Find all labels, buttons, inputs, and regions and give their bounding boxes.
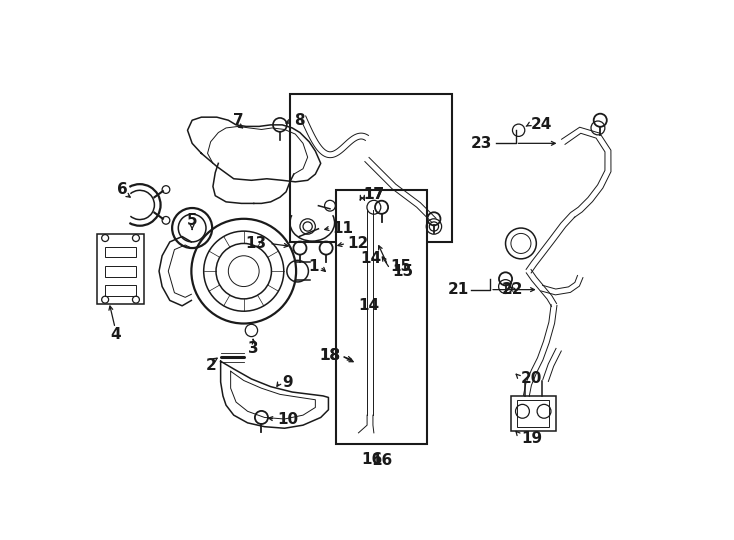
Text: 23: 23	[471, 136, 493, 151]
Text: 19: 19	[521, 431, 542, 445]
Text: 15: 15	[390, 259, 411, 274]
Text: 24: 24	[531, 117, 552, 132]
Text: 14: 14	[359, 298, 379, 313]
Bar	[511, 396, 556, 430]
Text: 4: 4	[110, 327, 120, 342]
Bar	[517, 400, 550, 427]
Text: 12: 12	[348, 236, 369, 251]
Text: 2: 2	[206, 357, 216, 373]
Text: 5: 5	[187, 213, 197, 228]
Bar	[98, 234, 144, 303]
Text: 9: 9	[283, 375, 293, 389]
Text: 7: 7	[233, 113, 244, 128]
Text: 10: 10	[277, 411, 298, 427]
Text: 17: 17	[363, 187, 384, 201]
Text: 8: 8	[294, 113, 305, 128]
Text: 16: 16	[371, 453, 392, 468]
Bar	[105, 266, 136, 276]
Text: 18: 18	[319, 348, 340, 363]
Text: 14: 14	[360, 251, 382, 266]
Bar	[105, 247, 136, 257]
Text: 3: 3	[248, 341, 259, 356]
Bar	[336, 190, 427, 444]
Text: 22: 22	[501, 282, 523, 297]
Text: 18: 18	[319, 348, 340, 363]
Text: 6: 6	[117, 182, 128, 197]
Text: 1: 1	[308, 259, 319, 274]
Text: 17: 17	[363, 187, 384, 201]
Text: 20: 20	[521, 372, 542, 387]
Bar	[290, 94, 451, 242]
Bar	[105, 285, 136, 296]
Text: 11: 11	[333, 220, 353, 235]
Text: 16: 16	[362, 451, 383, 467]
Text: 13: 13	[246, 236, 267, 251]
Text: 21: 21	[448, 282, 469, 297]
Text: 15: 15	[393, 264, 413, 279]
